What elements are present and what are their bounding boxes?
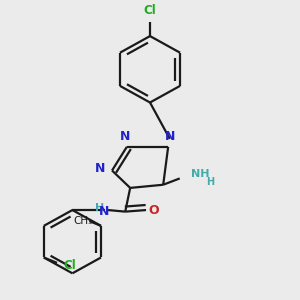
Text: Cl: Cl (144, 4, 156, 17)
Text: N: N (165, 130, 175, 143)
Text: H: H (95, 202, 104, 212)
Text: CH₃: CH₃ (73, 216, 92, 226)
Text: O: O (148, 203, 159, 217)
Text: H: H (206, 177, 214, 187)
Text: NH: NH (191, 169, 210, 179)
Text: N: N (94, 162, 105, 176)
Text: N: N (120, 130, 130, 143)
Text: Cl: Cl (64, 259, 76, 272)
Text: N: N (99, 205, 109, 218)
